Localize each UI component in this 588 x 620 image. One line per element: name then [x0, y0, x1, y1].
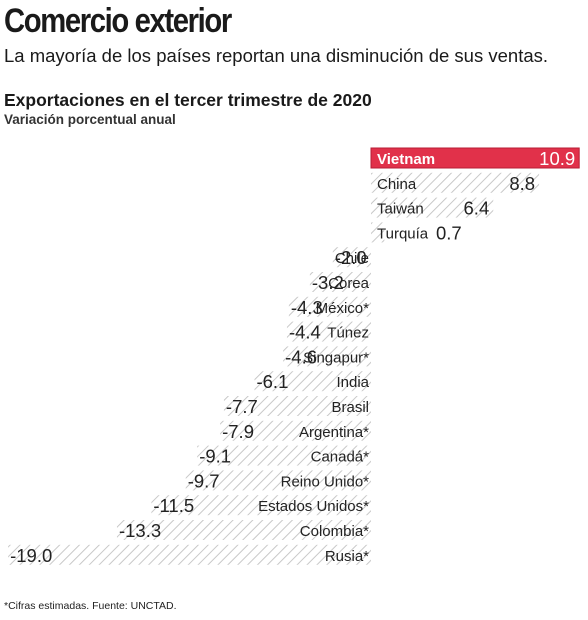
value-label: 6.4 [464, 198, 490, 219]
value-label: -7.7 [226, 396, 258, 417]
bar-india [254, 371, 371, 392]
bar-singapur [283, 346, 371, 367]
value-label: -4.4 [289, 322, 321, 343]
category-label: Chile [335, 250, 369, 267]
category-label: Colombia* [300, 523, 369, 540]
category-label: Vietnam [377, 151, 435, 168]
subheadline: La mayoría de los países reportan una di… [4, 45, 549, 66]
value-label: -4.3 [291, 297, 323, 318]
bar-chart: Vietnam 10.9 China 8.8 Taiwán 6.4 Turquía 0.7 Ch… [8, 147, 580, 566]
bar-china [371, 172, 540, 193]
value-label: -13.3 [119, 520, 161, 541]
value-label: -2.0 [335, 247, 367, 268]
bar-taiwán [371, 197, 494, 218]
bar-vietnam [370, 147, 580, 169]
value-label: -4.6 [285, 346, 317, 367]
category-label: México* [316, 300, 370, 317]
category-label: Reino Unido* [281, 473, 370, 490]
bar-túnez [286, 321, 371, 342]
bar-brasil [223, 396, 371, 416]
value-label: -9.1 [199, 446, 231, 467]
bar-chile [332, 247, 371, 268]
bar-colombia [116, 520, 371, 540]
bar-rusia [8, 544, 371, 565]
bar-estados-unidos [151, 495, 371, 516]
value-label: -9.7 [188, 470, 220, 491]
category-label: Taiwán [377, 201, 424, 218]
value-label: -7.9 [222, 421, 254, 442]
category-label: Argentina* [299, 424, 369, 441]
value-label: -3.2 [312, 272, 344, 293]
value-label: 10.9 [539, 148, 575, 169]
category-label: Estados Unidos* [258, 498, 369, 515]
bar-argentina [220, 420, 371, 441]
bar-reino-unido [185, 470, 371, 491]
bar-canadá [197, 445, 371, 466]
value-label: -19.0 [10, 545, 52, 566]
chart-title: Exportaciones en el tercer trimestre de … [4, 90, 372, 110]
category-label: Brasil [331, 399, 369, 416]
bar-méxico [288, 296, 371, 317]
value-label: -11.5 [153, 495, 194, 516]
category-label: Túnez [327, 325, 369, 342]
value-label: 8.8 [509, 173, 535, 194]
category-label: Rusia* [325, 548, 369, 565]
bar-corea [309, 272, 371, 292]
category-label: Canadá* [311, 449, 370, 466]
category-label: Singapur* [303, 349, 369, 366]
chart-subtitle: Variación porcentual anual [4, 112, 176, 127]
value-label: -6.1 [256, 371, 288, 392]
bar-turquía [371, 222, 385, 243]
category-label: Corea [328, 275, 370, 292]
category-label: China [377, 176, 417, 193]
category-label: India [336, 374, 369, 391]
category-label: Turquía [377, 225, 429, 242]
headline: Comercio exterior [4, 2, 232, 40]
value-label: 0.7 [436, 222, 462, 243]
footnote: *Cifras estimadas. Fuente: UNCTAD. [4, 600, 177, 612]
